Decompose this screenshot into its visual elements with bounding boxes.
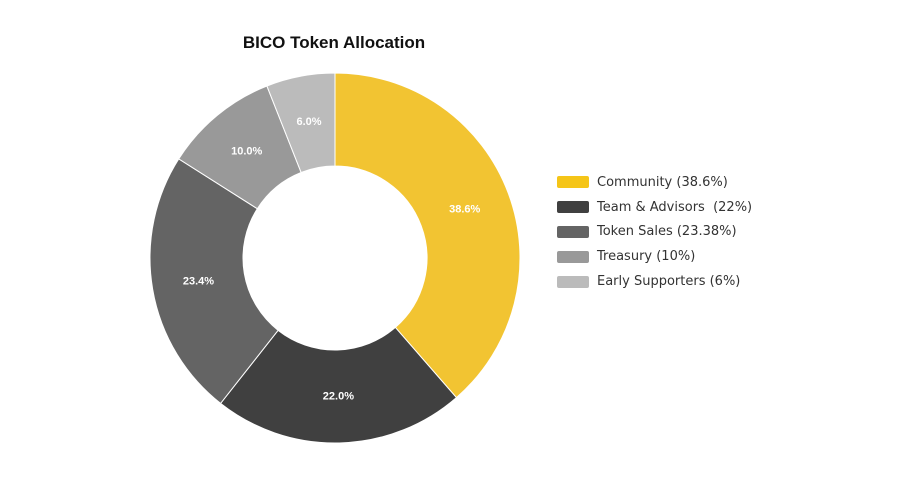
slice-community (334, 72, 521, 399)
slice-token-sales (149, 158, 279, 405)
legend-swatch (557, 250, 589, 263)
legend-item-early-supporters: Early Supporters (6%) (557, 269, 752, 294)
legend-label: Treasury (10%) (597, 249, 696, 265)
donut-slices (149, 72, 521, 444)
slice-team-advisors (219, 326, 458, 444)
chart-title: BICO Token Allocation (242, 33, 426, 52)
legend-label: Community (38.6%) (597, 174, 728, 190)
donut-slice-labels: 38.6% 22.0% 23.4% 10.0% 6.0% (183, 116, 481, 403)
legend-swatch (557, 225, 589, 238)
legend-item-community: Community (38.6%) (557, 170, 752, 195)
slice-early-supporters (266, 72, 336, 174)
legend-item-token-sales: Token Sales (23.38%) (557, 220, 752, 245)
legend-item-treasury: Treasury (10%) (557, 244, 752, 269)
chart-legend: Community (38.6%) Team & Advisors (22%) To… (557, 170, 752, 294)
legend-swatch (557, 201, 589, 214)
legend-swatch (557, 176, 589, 189)
slice-label-team-advisors: 22.0% (323, 390, 354, 402)
slice-label-token-sales: 23.4% (183, 275, 214, 287)
slice-label-treasury: 10.0% (231, 145, 262, 157)
legend-item-team-advisors: Team & Advisors (22%) (557, 195, 752, 220)
legend-label: Token Sales (23.38%) (597, 224, 737, 240)
legend-label: Team & Advisors (22%) (597, 199, 753, 215)
slice-label-community: 38.6% (449, 203, 480, 215)
legend-label: Early Supporters (6%) (597, 274, 741, 290)
slice-label-early-supporters: 6.0% (297, 116, 322, 128)
legend-swatch (557, 275, 589, 288)
